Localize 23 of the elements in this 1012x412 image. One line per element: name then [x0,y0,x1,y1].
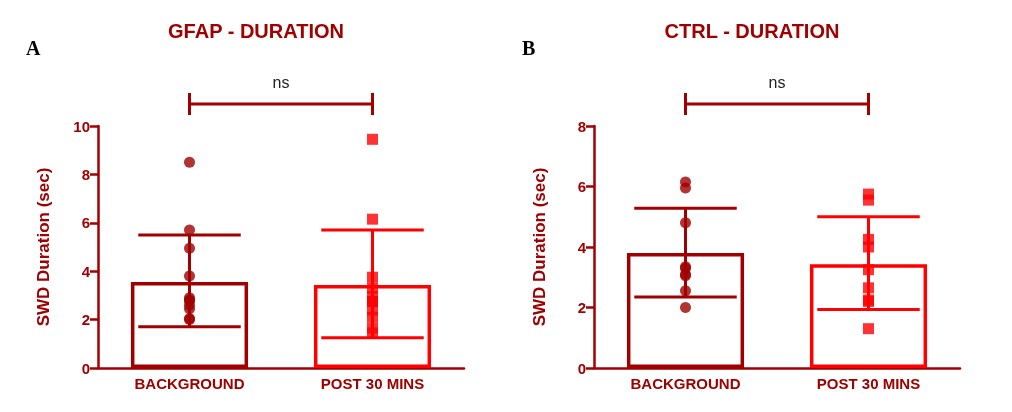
y-tick-label: 0 [81,359,90,377]
y-tick-label: 0 [577,359,586,377]
y-tick-label: 8 [577,117,586,135]
text: A [26,37,41,59]
chart-title: GFAP - DURATION [168,20,344,42]
x-tick-label: BACKGROUND [134,375,245,392]
y-tick-label: 4 [81,262,91,280]
x-tick-label: BACKGROUND [630,375,741,392]
y-axis-title: SWD Duration (sec) [34,167,53,327]
x-tick-label: POST 30 MINS [320,375,425,392]
text: ns [768,73,786,91]
y-tick-label: 2 [81,311,90,329]
y-tick-label: 2 [577,299,586,316]
y-tick-label: 6 [577,178,586,195]
y-axis-title: SWD Duration (sec) [530,167,549,327]
y-tick-label: 4 [577,238,587,256]
y-tick-label: 6 [81,214,90,232]
chart-title: CTRL - DURATION [664,20,840,42]
text: B [522,37,536,59]
y-tick-label: 8 [81,165,90,183]
x-tick-label: POST 30 MINS [816,375,921,392]
text: ns [272,73,290,91]
y-tick-label: 10 [73,117,90,135]
